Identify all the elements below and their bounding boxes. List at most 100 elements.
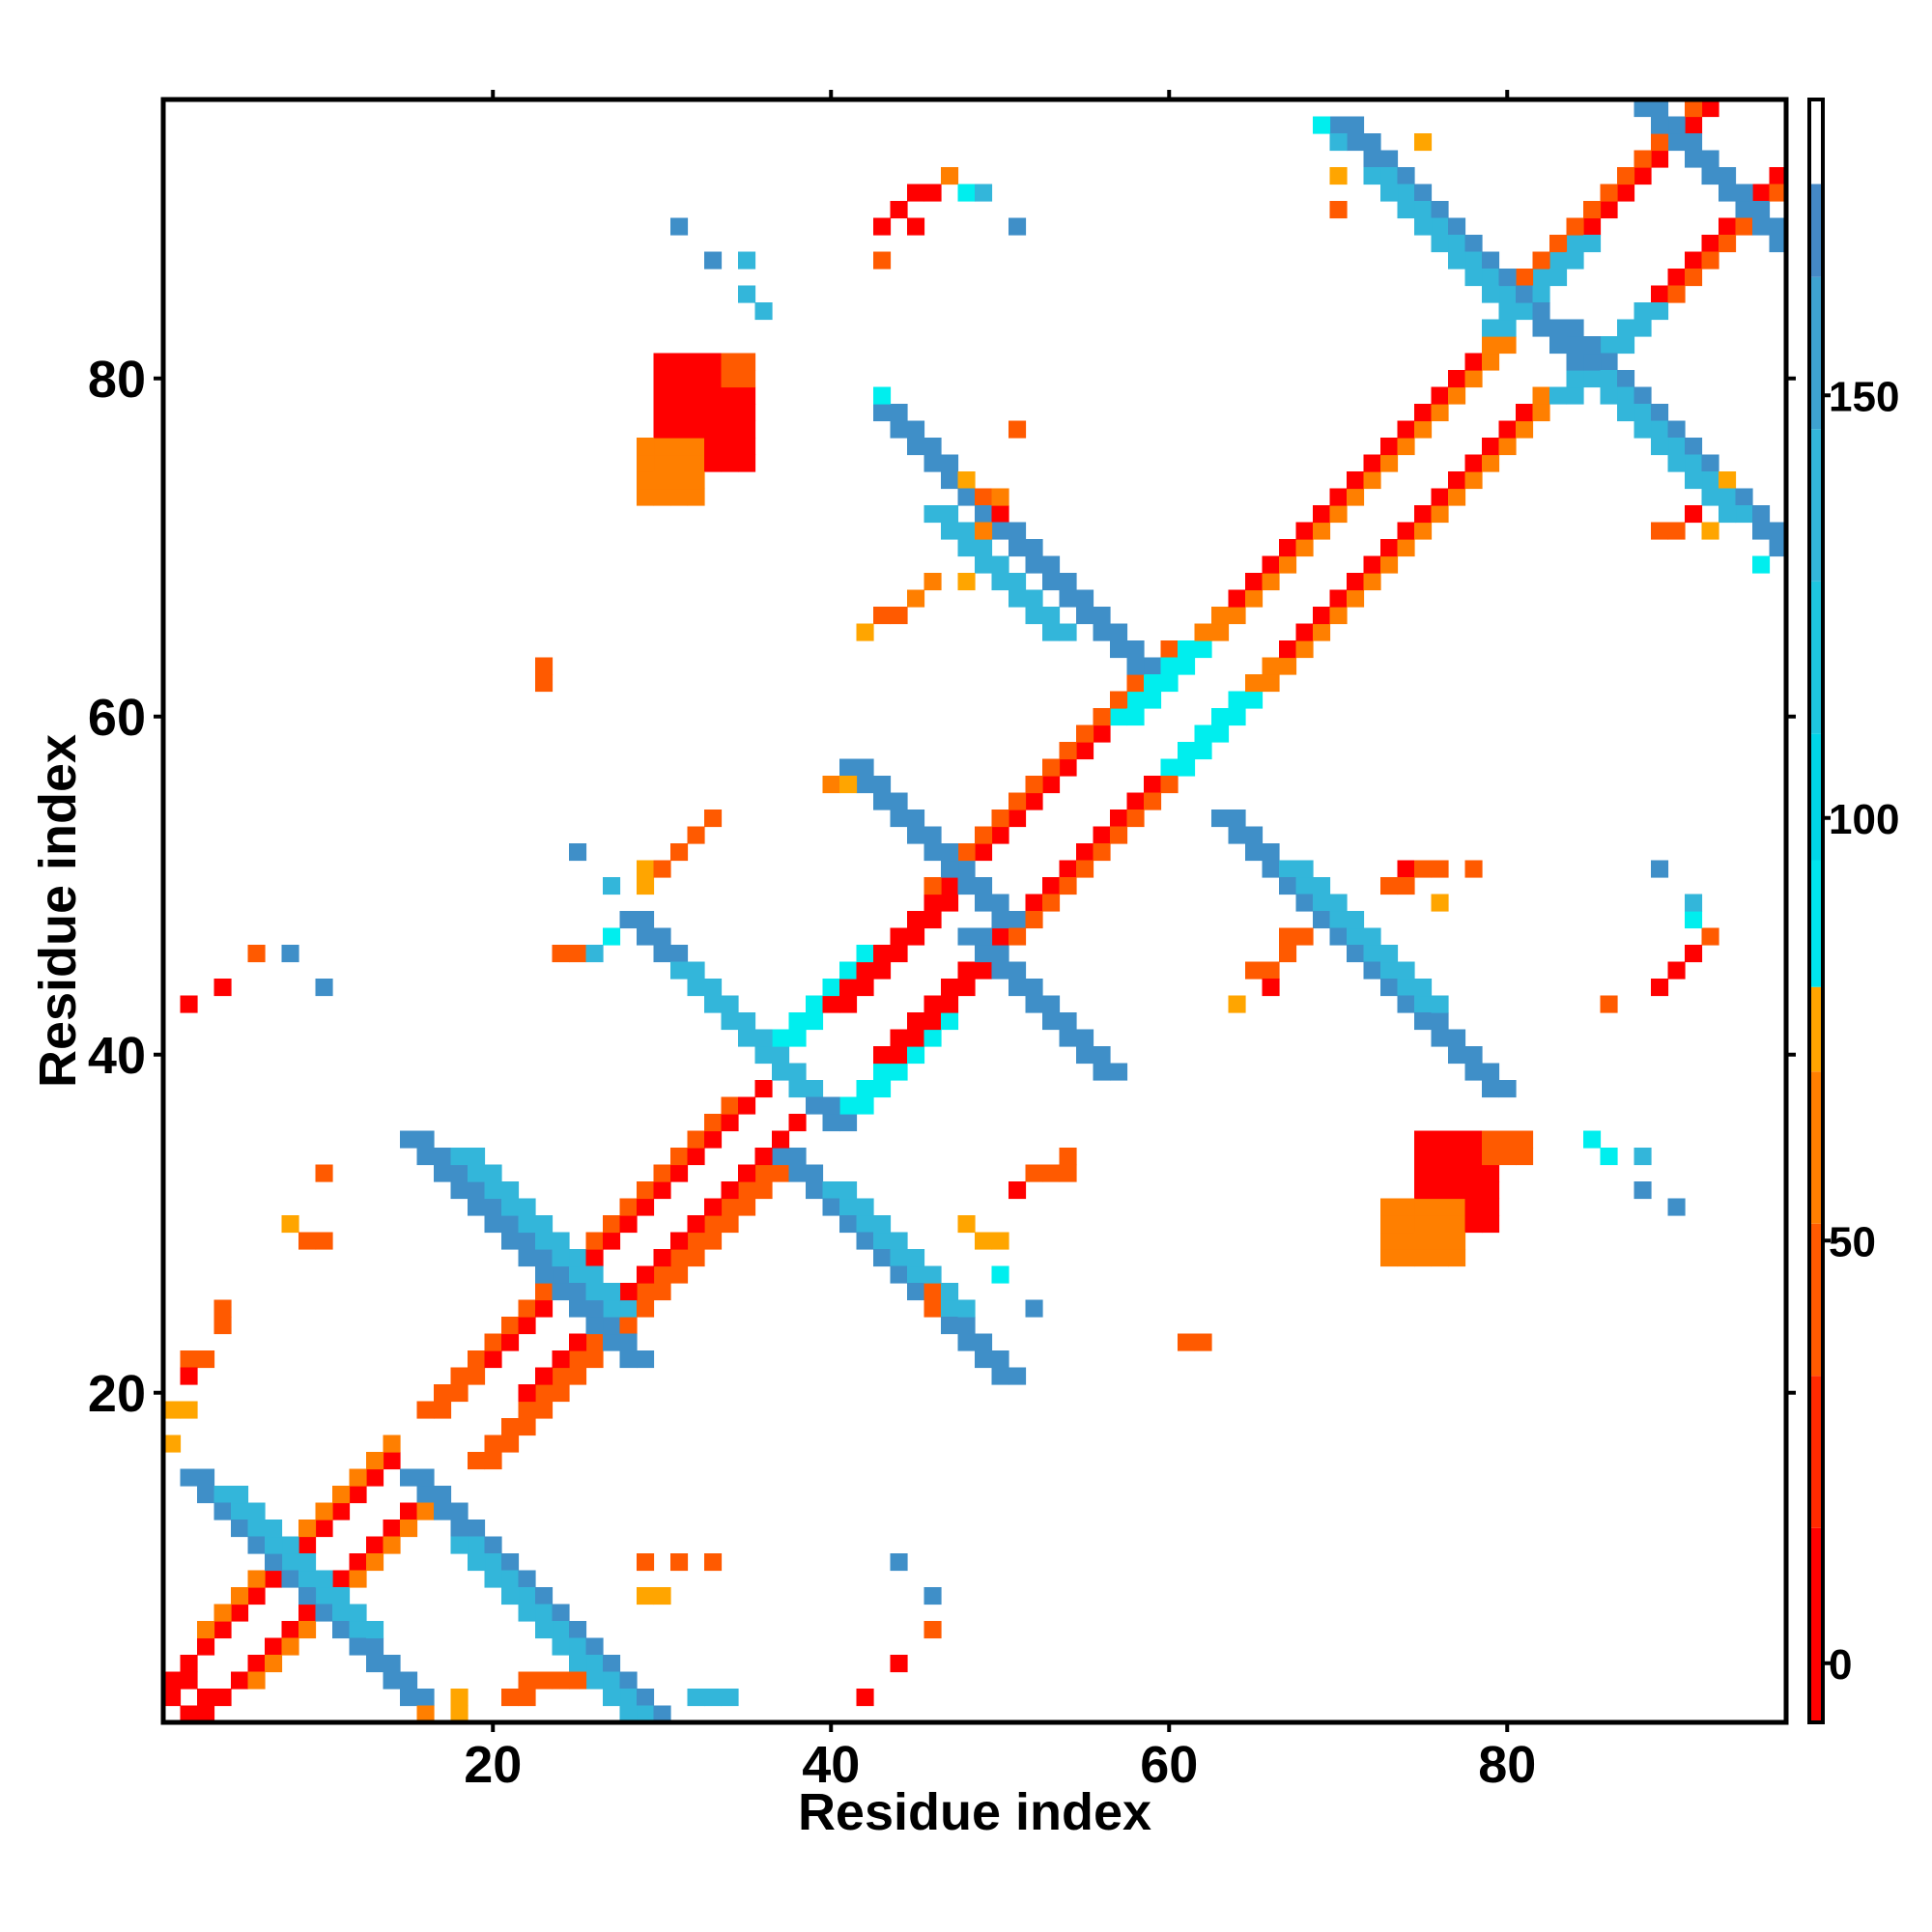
heatmap-cell: [619, 1299, 638, 1318]
heatmap-cell: [1464, 1046, 1483, 1065]
heatmap-cell: [738, 285, 756, 303]
heatmap-cell: [975, 1232, 993, 1250]
heatmap-cell: [501, 1553, 520, 1572]
heatmap-cell: [1380, 184, 1399, 202]
heatmap-cell: [687, 1215, 705, 1234]
colorbar-band: [1809, 1223, 1823, 1377]
heatmap-cell: [1059, 758, 1077, 777]
heatmap-cell: [1295, 894, 1314, 912]
heatmap-cell: [213, 1299, 232, 1318]
heatmap-cell: [1397, 1232, 1415, 1250]
heatmap-cell: [856, 1198, 874, 1216]
heatmap-cell: [923, 184, 942, 202]
heatmap-cell: [1397, 1249, 1415, 1267]
heatmap-cell: [1464, 269, 1483, 287]
heatmap-cell: [738, 438, 756, 456]
heatmap-cell: [501, 1689, 520, 1707]
heatmap-cell: [941, 995, 959, 1013]
heatmap-cell: [1144, 674, 1162, 693]
heatmap-cell: [1532, 319, 1550, 337]
heatmap-cell: [1211, 623, 1230, 641]
heatmap-cell: [1126, 810, 1145, 828]
heatmap-cell: [1532, 386, 1550, 405]
heatmap-cell: [1262, 843, 1280, 862]
colorbar-tick-label: 100: [1829, 796, 1899, 843]
heatmap-cell: [839, 995, 858, 1013]
heatmap-cell: [1600, 201, 1618, 219]
heatmap-cell: [349, 1604, 367, 1622]
heatmap-cell: [687, 1232, 705, 1250]
heatmap-cell: [1211, 607, 1230, 625]
heatmap-cell: [1178, 1333, 1196, 1351]
heatmap-cell: [1313, 116, 1331, 134]
heatmap-cell: [1144, 691, 1162, 709]
heatmap-cell: [1042, 758, 1061, 777]
heatmap-cell: [552, 1384, 570, 1403]
heatmap-cell: [1025, 1164, 1043, 1182]
heatmap-cell: [603, 1215, 621, 1234]
heatmap-cell: [1752, 555, 1771, 574]
heatmap-cell: [1532, 269, 1550, 287]
heatmap-cell: [1025, 1299, 1043, 1318]
heatmap-cell: [1667, 961, 1686, 980]
heatmap-cell: [1516, 269, 1534, 287]
heatmap-cell: [1549, 251, 1568, 270]
heatmap-cell: [957, 1333, 976, 1351]
heatmap-cell: [1600, 370, 1618, 388]
heatmap-cell: [822, 1198, 840, 1216]
heatmap-cell: [400, 1130, 418, 1149]
heatmap-cell: [738, 386, 756, 405]
heatmap-cell: [434, 1401, 452, 1419]
heatmap-cell: [856, 1689, 874, 1707]
heatmap-cell: [1160, 640, 1179, 659]
heatmap-cell: [1295, 623, 1314, 641]
heatmap-cell: [1211, 724, 1230, 743]
heatmap-cell: [991, 488, 1009, 506]
heatmap-cell: [941, 979, 959, 997]
heatmap-cell: [1329, 927, 1348, 946]
heatmap-cell: [1448, 1232, 1466, 1250]
heatmap-cell: [670, 420, 689, 439]
heatmap-cell: [383, 1671, 401, 1690]
heatmap-cell: [1178, 742, 1196, 760]
heatmap-cell: [366, 1468, 384, 1487]
heatmap-cell: [772, 1063, 790, 1081]
heatmap-cell: [687, 1130, 705, 1149]
heatmap-cell: [754, 1181, 773, 1200]
colorbar: 0 50 100 150: [1807, 98, 1899, 1724]
heatmap-cell: [1464, 1130, 1483, 1149]
heatmap-cell: [585, 1299, 604, 1318]
heatmap-cell: [923, 1283, 942, 1301]
heatmap-cell: [991, 911, 1009, 929]
heatmap-cell: [281, 1637, 299, 1656]
heatmap-cell: [213, 1317, 232, 1335]
heatmap-cell: [603, 927, 621, 946]
heatmap-cell: [1651, 420, 1669, 439]
heatmap-cell: [1583, 217, 1602, 236]
heatmap-cell: [1059, 589, 1077, 608]
heatmap-cell: [890, 927, 908, 946]
heatmap-cell: [1667, 269, 1686, 287]
heatmap-cell: [957, 573, 976, 591]
heatmap-cell: [1431, 1249, 1449, 1267]
heatmap-cell: [213, 1689, 232, 1707]
heatmap-cell: [1431, 894, 1449, 912]
heatmap-cell: [1110, 708, 1128, 726]
heatmap-cell: [1482, 1164, 1500, 1182]
heatmap-cell: [975, 539, 993, 557]
heatmap-cell: [1295, 539, 1314, 557]
axis-ticks: 20 40 60 80 20 40 60 80: [88, 90, 1796, 1794]
heatmap-cell: [873, 404, 892, 422]
heatmap-cell: [957, 877, 976, 895]
heatmap-cell: [1431, 1181, 1449, 1200]
heatmap-cell: [839, 1114, 858, 1132]
heatmap-cell: [738, 370, 756, 388]
colorbar-band: [1809, 1071, 1823, 1224]
heatmap-cell: [687, 471, 705, 490]
heatmap-cell: [1347, 471, 1365, 490]
heatmap-cell: [1464, 1148, 1483, 1166]
heatmap-cell: [1414, 420, 1433, 439]
heatmap-cell: [1245, 674, 1264, 693]
heatmap-cell: [941, 1283, 959, 1301]
heatmap-cell: [298, 1553, 317, 1572]
